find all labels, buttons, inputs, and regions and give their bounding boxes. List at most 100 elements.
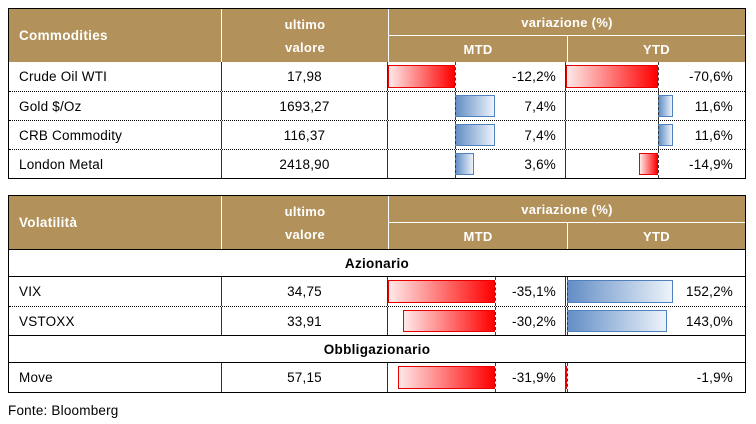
source-note: Fonte: Bloomberg bbox=[8, 403, 119, 418]
data-bar-area bbox=[566, 121, 673, 149]
mtd-value: 7,4% bbox=[524, 127, 556, 143]
table-row: London Metal 2418,90 3,6% -14,9% bbox=[9, 149, 745, 178]
instrument-name: CRB Commodity bbox=[19, 127, 123, 143]
bar-axis bbox=[657, 62, 659, 91]
column-header-mtd: MTD bbox=[389, 36, 567, 62]
last-value: 34,75 bbox=[221, 277, 387, 306]
ytd-variation-cell: 11,6% bbox=[565, 121, 742, 149]
last-value: 57,15 bbox=[221, 363, 387, 392]
data-bar-area bbox=[388, 277, 496, 306]
last-value: 17,98 bbox=[221, 62, 387, 91]
table-title: Volatilità bbox=[9, 196, 221, 249]
bar-axis bbox=[567, 307, 569, 335]
last-value: 33,91 bbox=[221, 307, 387, 335]
instrument-name: Gold $/Oz bbox=[19, 98, 82, 114]
last-value: 1693,27 bbox=[221, 92, 387, 120]
table-row: CRB Commodity 116,37 7,4% 11,6% bbox=[9, 120, 745, 149]
data-bar-area bbox=[566, 277, 673, 306]
column-header-variazione: variazione (%) bbox=[389, 9, 745, 35]
column-header-ultimo-valore: ultimo valore bbox=[222, 196, 388, 249]
column-header-ytd: YTD bbox=[568, 36, 745, 62]
table-title: Commodities bbox=[9, 9, 221, 62]
bar-axis bbox=[454, 62, 456, 91]
ultimo-label: ultimo bbox=[284, 16, 326, 32]
commodities-table-body: Crude Oil WTI 17,98 -12,2% -70,6% Gold $/Oz 1… bbox=[9, 62, 745, 178]
last-value: 116,37 bbox=[221, 121, 387, 149]
commodities-table: Commodities ultimo valore variazione (%)… bbox=[8, 8, 746, 179]
negative-data-bar bbox=[388, 280, 495, 303]
column-header-mtd: MTD bbox=[389, 223, 567, 249]
column-header-variazione: variazione (%) bbox=[389, 196, 745, 222]
negative-data-bar bbox=[397, 366, 495, 389]
section-header-obbligazionario: Obbligazionario bbox=[9, 335, 745, 363]
ytd-variation-cell: -14,9% bbox=[565, 150, 742, 178]
positive-data-bar bbox=[567, 280, 673, 303]
negative-data-bar bbox=[638, 153, 658, 175]
ytd-value: -70,6% bbox=[689, 69, 733, 84]
positive-data-bar bbox=[454, 124, 495, 146]
mtd-value: 7,4% bbox=[524, 98, 556, 114]
mtd-variation-cell: -12,2% bbox=[387, 62, 565, 91]
mtd-value: -31,9% bbox=[512, 370, 556, 385]
ytd-value: 11,6% bbox=[694, 127, 733, 143]
data-bar-area bbox=[566, 150, 673, 178]
mtd-variation-cell: -35,1% bbox=[387, 277, 565, 306]
column-header-ultimo-valore: ultimo valore bbox=[222, 9, 388, 62]
bar-axis bbox=[495, 363, 496, 392]
instrument-name: London Metal bbox=[19, 156, 104, 172]
data-bar-area bbox=[388, 150, 495, 178]
ytd-variation-cell: -70,6% bbox=[565, 62, 742, 91]
data-bar-area bbox=[566, 62, 673, 91]
negative-data-bar bbox=[566, 65, 658, 88]
bar-axis bbox=[657, 121, 659, 149]
mtd-variation-cell: 3,6% bbox=[387, 150, 565, 178]
data-bar-area bbox=[388, 62, 495, 91]
section-header-azionario: Azionario bbox=[9, 249, 745, 277]
positive-data-bar bbox=[454, 95, 495, 117]
table-row: VSTOXX 33,91 -30,2% 143,0% bbox=[9, 306, 745, 335]
volatility-table-header: Volatilità ultimo valore variazione (%) … bbox=[9, 196, 745, 249]
ytd-variation-cell: 11,6% bbox=[565, 92, 742, 120]
bar-axis bbox=[567, 277, 569, 306]
positive-data-bar bbox=[657, 95, 673, 117]
mtd-value: -12,2% bbox=[512, 69, 556, 84]
table-row: Crude Oil WTI 17,98 -12,2% -70,6% bbox=[9, 62, 745, 91]
column-header-ytd: YTD bbox=[568, 223, 745, 249]
instrument-name: VIX bbox=[19, 284, 42, 299]
table-row: Gold $/Oz 1693,27 7,4% 11,6% bbox=[9, 91, 745, 120]
ytd-value: -14,9% bbox=[689, 156, 733, 172]
positive-data-bar bbox=[657, 124, 673, 146]
bar-axis bbox=[657, 92, 659, 120]
volatility-table: Volatilità ultimo valore variazione (%) … bbox=[8, 195, 746, 393]
commodities-table-header: Commodities ultimo valore variazione (%)… bbox=[9, 9, 745, 62]
data-bar-area bbox=[566, 92, 673, 120]
ytd-value: 11,6% bbox=[694, 98, 733, 114]
mtd-value: 3,6% bbox=[524, 156, 556, 172]
volatility-table-body: Azionario VIX 34,75 -35,1% 152,2% VSTOXX 33,91… bbox=[9, 249, 745, 392]
negative-data-bar bbox=[565, 366, 568, 389]
mtd-value: -35,1% bbox=[512, 284, 556, 299]
bar-axis bbox=[567, 363, 569, 392]
table-row: Move 57,15 -31,9% -1,9% bbox=[9, 363, 745, 392]
positive-data-bar bbox=[567, 310, 667, 332]
ytd-value: 152,2% bbox=[686, 284, 733, 299]
negative-data-bar bbox=[388, 65, 455, 88]
bar-axis bbox=[454, 92, 456, 120]
valore-label: valore bbox=[284, 226, 326, 242]
ytd-variation-cell: 152,2% bbox=[565, 277, 742, 306]
mtd-value: -30,2% bbox=[512, 313, 556, 329]
data-bar-area bbox=[388, 363, 496, 392]
mtd-variation-cell: -31,9% bbox=[387, 363, 565, 392]
ytd-variation-cell: -1,9% bbox=[565, 363, 742, 392]
ytd-variation-cell: 143,0% bbox=[565, 307, 742, 335]
ultimo-label: ultimo bbox=[284, 203, 326, 219]
mtd-variation-cell: 7,4% bbox=[387, 92, 565, 120]
data-bar-area bbox=[388, 92, 495, 120]
bar-axis bbox=[495, 307, 496, 335]
mtd-variation-cell: 7,4% bbox=[387, 121, 565, 149]
last-value: 2418,90 bbox=[221, 150, 387, 178]
bar-axis bbox=[657, 150, 659, 178]
mtd-variation-cell: -30,2% bbox=[387, 307, 565, 335]
bar-axis bbox=[495, 277, 496, 306]
